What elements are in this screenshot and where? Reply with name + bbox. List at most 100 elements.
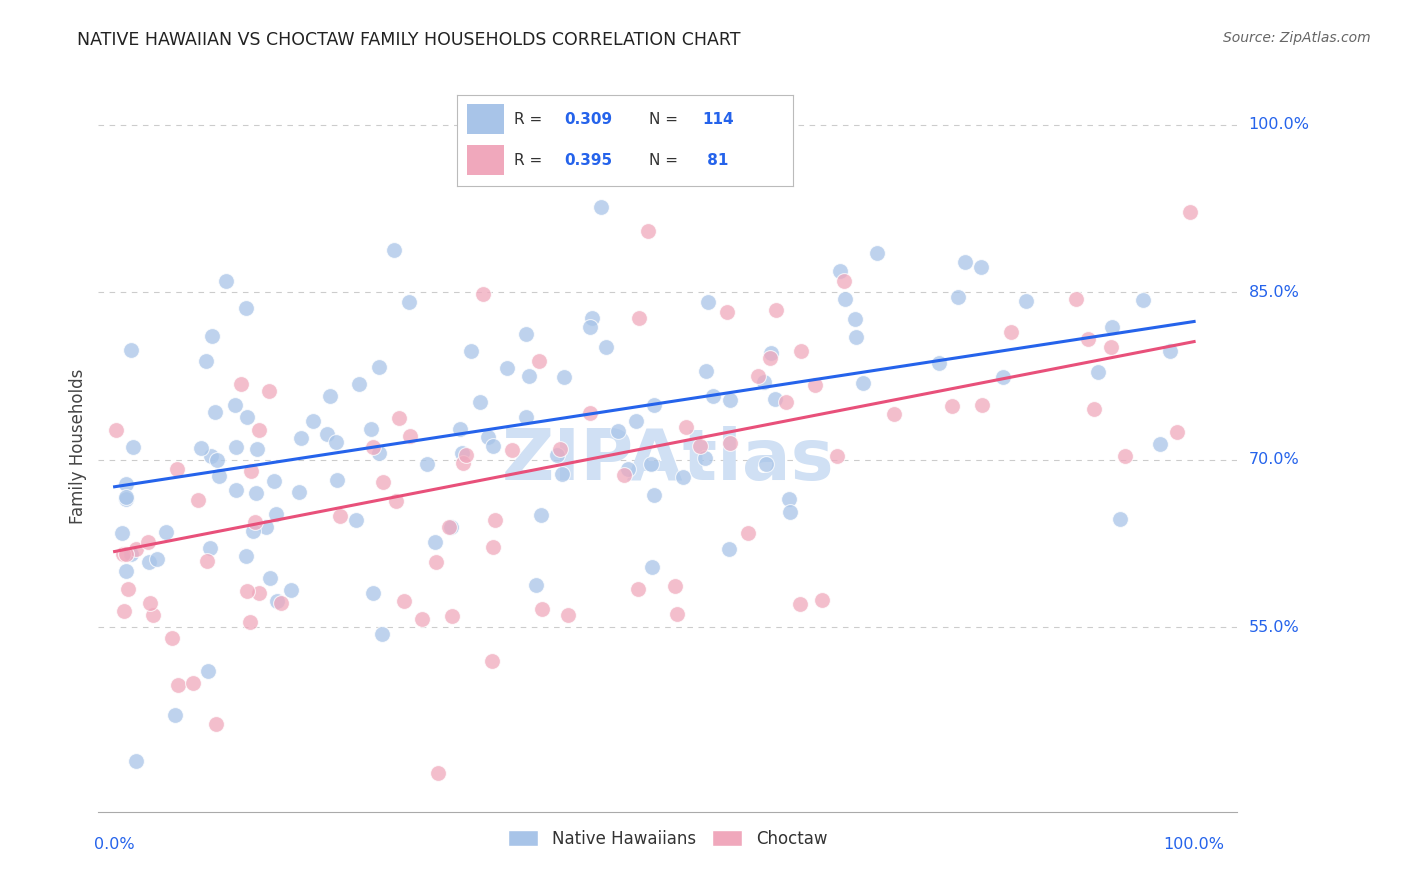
Point [301,414,323,428]
Point [190,442,212,456]
Point [755,457,778,471]
Point [718,436,741,450]
Point [115,547,138,561]
Point [761,346,783,360]
Point [1000,325,1022,339]
Point [198,541,221,556]
Point [115,492,138,507]
Point [266,594,288,608]
Point [115,564,138,578]
Point [1178,204,1201,219]
Point [779,505,801,519]
Text: 55.0%: 55.0% [1249,620,1299,635]
Text: 100.0%: 100.0% [1164,837,1225,852]
Point [481,654,503,668]
Point [270,596,292,610]
Point [197,553,219,567]
Point [243,516,266,530]
Point [852,376,875,390]
Point [581,311,603,326]
Point [208,469,231,483]
Point [477,430,499,444]
Point [138,555,160,569]
Point [717,541,740,556]
Point [257,384,280,398]
Point [803,378,825,392]
Point [1087,366,1109,380]
Point [360,422,382,436]
Point [617,462,640,476]
Point [236,583,259,598]
Point [953,254,976,268]
Point [120,343,142,357]
Point [371,626,394,640]
Point [142,608,165,623]
Point [737,525,759,540]
Text: ZIPAtlas: ZIPAtlas [502,426,834,495]
Point [344,513,367,527]
Point [411,611,433,625]
Point [225,440,247,454]
Point [120,547,142,561]
Point [207,452,229,467]
Point [643,487,665,501]
Point [1101,319,1123,334]
Point [415,458,437,472]
Point [948,289,970,303]
Point [775,395,797,409]
Point [627,311,650,326]
Point [427,765,450,780]
Point [1159,343,1181,358]
Point [235,301,257,315]
Point [1099,340,1122,354]
Point [155,524,177,539]
Point [166,461,188,475]
Point [515,409,537,424]
Point [114,491,136,505]
Point [388,410,411,425]
Point [866,246,889,260]
Point [449,421,471,435]
Point [550,467,572,482]
Point [224,398,246,412]
Point [242,524,264,538]
Point [693,450,716,465]
Point [112,604,135,618]
Point [548,442,571,457]
Point [1114,449,1136,463]
Point [716,305,738,319]
Point [778,491,800,506]
Point [183,676,205,690]
Point [290,431,312,445]
Point [970,398,993,412]
Point [482,540,505,554]
Point [640,457,662,471]
Point [472,287,495,301]
Point [830,264,852,278]
Point [759,351,782,366]
Point [624,415,647,429]
Point [225,483,247,497]
Point [970,260,993,275]
Point [672,470,695,484]
Point [557,608,579,623]
Point [460,343,482,358]
Point [125,542,148,557]
Point [165,708,187,723]
Point [789,598,811,612]
Point [200,449,222,463]
Point [832,274,855,288]
Point [468,395,491,409]
Point [883,407,905,421]
Point [928,356,950,370]
Point [941,399,963,413]
Point [247,423,270,437]
Point [239,615,262,630]
Point [367,360,389,375]
Point [329,509,352,524]
Point [247,586,270,600]
Text: NATIVE HAWAIIAN VS CHOCTAW FAMILY HOUSEHOLDS CORRELATION CHART: NATIVE HAWAIIAN VS CHOCTAW FAMILY HOUSEH… [77,31,741,49]
Point [425,535,447,549]
Point [371,475,394,489]
Point [138,597,160,611]
